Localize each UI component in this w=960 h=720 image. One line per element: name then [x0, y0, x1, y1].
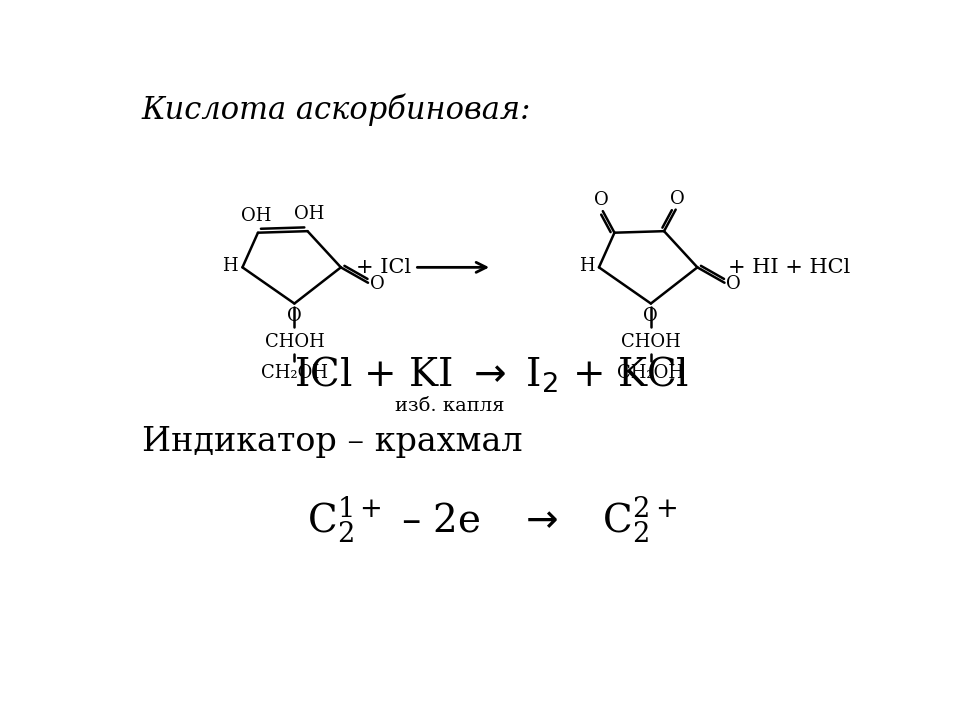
Text: + ICl: + ICl	[356, 258, 411, 277]
Text: $\mathregular{C_2^{1+}}$ – 2e   $\rightarrow$   $\mathregular{C_2^{2+}}$: $\mathregular{C_2^{1+}}$ – 2e $\rightarr…	[307, 494, 677, 544]
Text: O: O	[370, 275, 385, 293]
Text: H: H	[222, 257, 238, 275]
Text: CH₂OH: CH₂OH	[617, 364, 684, 382]
Text: CH₂OH: CH₂OH	[261, 364, 328, 382]
Text: CHOH: CHOH	[621, 333, 681, 351]
Text: Кислота аскорбиновая:: Кислота аскорбиновая:	[142, 94, 531, 126]
Text: O: O	[287, 307, 301, 325]
Text: O: O	[727, 275, 741, 293]
Text: OH: OH	[241, 207, 272, 225]
Text: + HI + HCl: + HI + HCl	[729, 258, 851, 277]
Text: CHOH: CHOH	[265, 333, 324, 351]
Text: O: O	[594, 192, 609, 210]
Text: ICl + KI $\rightarrow$ I$_2$ + KCl: ICl + KI $\rightarrow$ I$_2$ + KCl	[295, 355, 689, 395]
Text: O: O	[643, 307, 659, 325]
Text: H: H	[579, 257, 594, 275]
Text: Индикатор – крахмал: Индикатор – крахмал	[142, 426, 522, 458]
Text: изб. капля: изб. капля	[396, 397, 505, 415]
Text: O: O	[670, 190, 684, 208]
Text: OH: OH	[294, 205, 324, 223]
